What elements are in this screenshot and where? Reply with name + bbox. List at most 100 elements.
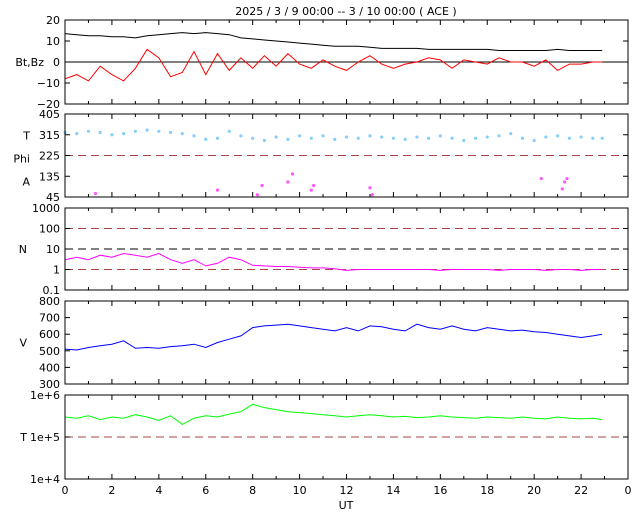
y-tick-label: 1	[53, 264, 60, 277]
y-tick-label: 10	[46, 243, 60, 256]
data-point	[98, 130, 102, 135]
data-point	[297, 134, 302, 138]
data-point	[344, 135, 349, 139]
data-point	[192, 134, 196, 138]
data-point	[286, 137, 290, 141]
y-tick-label: 700	[39, 312, 60, 325]
data-point	[255, 193, 259, 197]
x-tick-label: 18	[480, 484, 494, 497]
y-tick-label: 100	[39, 223, 60, 236]
series-0	[63, 128, 604, 143]
data-point	[380, 135, 384, 139]
data-point	[544, 135, 548, 139]
y-tick-label: 1e+6	[30, 389, 60, 402]
data-point	[168, 130, 173, 135]
data-point	[312, 183, 316, 188]
data-point	[321, 134, 325, 138]
x-tick-label: 8	[249, 484, 256, 497]
x-axis: 0 2 4 6 8 10 12 14 16 18 20 22 0	[62, 484, 632, 497]
data-point	[145, 128, 149, 132]
y-tick-label: 45	[46, 191, 60, 204]
data-point	[565, 176, 569, 181]
data-point	[290, 172, 295, 176]
data-point	[333, 137, 337, 141]
data-point	[556, 134, 560, 138]
data-point	[370, 193, 374, 197]
data-point	[509, 131, 513, 136]
data-point	[600, 136, 604, 140]
data-point	[215, 136, 220, 140]
x-tick-label: 20	[527, 484, 541, 497]
series-1	[93, 172, 569, 197]
data-point	[180, 131, 184, 136]
data-point	[227, 129, 231, 133]
data-point	[133, 129, 137, 133]
data-point	[262, 138, 266, 143]
series-line-0	[64, 252, 603, 271]
series-line-0	[64, 323, 603, 351]
x-tick-label: 14	[386, 484, 400, 497]
data-point	[591, 136, 595, 140]
y-tick-label: 20	[46, 14, 60, 27]
data-point	[215, 188, 220, 192]
x-tick-label: 2	[108, 484, 115, 497]
x-tick-label: 0	[62, 484, 69, 497]
data-point	[520, 136, 525, 140]
x-axis-label: UT	[339, 499, 354, 512]
x-tick-label: 22	[574, 484, 588, 497]
y-tick-label: 300	[39, 378, 60, 391]
panel-magnetic-field: 20 10 0 −10 −20 Bt,Bz	[15, 14, 629, 111]
data-point	[438, 134, 442, 138]
y-tick-label: 1000	[32, 202, 60, 215]
y-tick-label: 10	[46, 35, 60, 48]
y-tick-label: 405	[39, 108, 60, 121]
data-point	[539, 176, 543, 181]
data-point	[532, 138, 536, 143]
y-axis-label: Phi	[13, 153, 30, 166]
data-point	[579, 135, 583, 139]
panel-phi-angle: 405 315 225 135 45 T Phi A	[13, 108, 629, 204]
panel-speed: 800 700 600 500 400 300 V	[19, 295, 629, 391]
y-axis-label: Bt,Bz	[15, 56, 44, 69]
y-tick-label: 500	[39, 345, 60, 358]
x-tick-label: 10	[293, 484, 307, 497]
data-point	[239, 134, 243, 138]
data-point	[567, 136, 571, 140]
y-tick-label: −10	[37, 77, 60, 90]
panel-density: 1000 100 10 1 0.1 N	[19, 202, 629, 297]
x-tick-label: 0	[625, 484, 632, 497]
y-tick-label: −20	[37, 98, 60, 111]
data-point	[563, 180, 567, 184]
y-tick-label: 1e+4	[30, 473, 60, 486]
y-axis-label: N	[19, 243, 27, 256]
data-point	[403, 137, 407, 141]
data-point	[485, 135, 489, 139]
data-point	[86, 129, 91, 133]
data-point	[286, 180, 290, 184]
data-point	[368, 186, 372, 190]
panels: 20100−10−20Bt,Bz40531522513545TPhiA10001…	[13, 14, 631, 497]
y-axis-label: V	[19, 337, 27, 350]
data-point	[473, 136, 478, 140]
data-point	[204, 137, 208, 141]
data-point	[274, 135, 278, 139]
y-tick-label: 600	[39, 328, 60, 341]
y-tick-label: 225	[39, 150, 60, 163]
data-point	[415, 135, 419, 139]
data-point	[391, 136, 396, 140]
series-line-0	[64, 32, 603, 51]
data-point	[368, 134, 372, 138]
data-point	[427, 136, 431, 140]
x-tick-label: 12	[340, 484, 354, 497]
data-point	[462, 138, 466, 143]
x-tick-label: 16	[433, 484, 447, 497]
data-point	[122, 131, 126, 136]
y-axis-label: T	[19, 431, 27, 444]
y-tick-label: 800	[39, 295, 60, 308]
y-tick-label: 1e+5	[30, 431, 60, 444]
data-point	[309, 136, 313, 140]
x-tick-label: 6	[202, 484, 209, 497]
data-point	[75, 131, 79, 136]
y-tick-label: 400	[39, 361, 60, 374]
